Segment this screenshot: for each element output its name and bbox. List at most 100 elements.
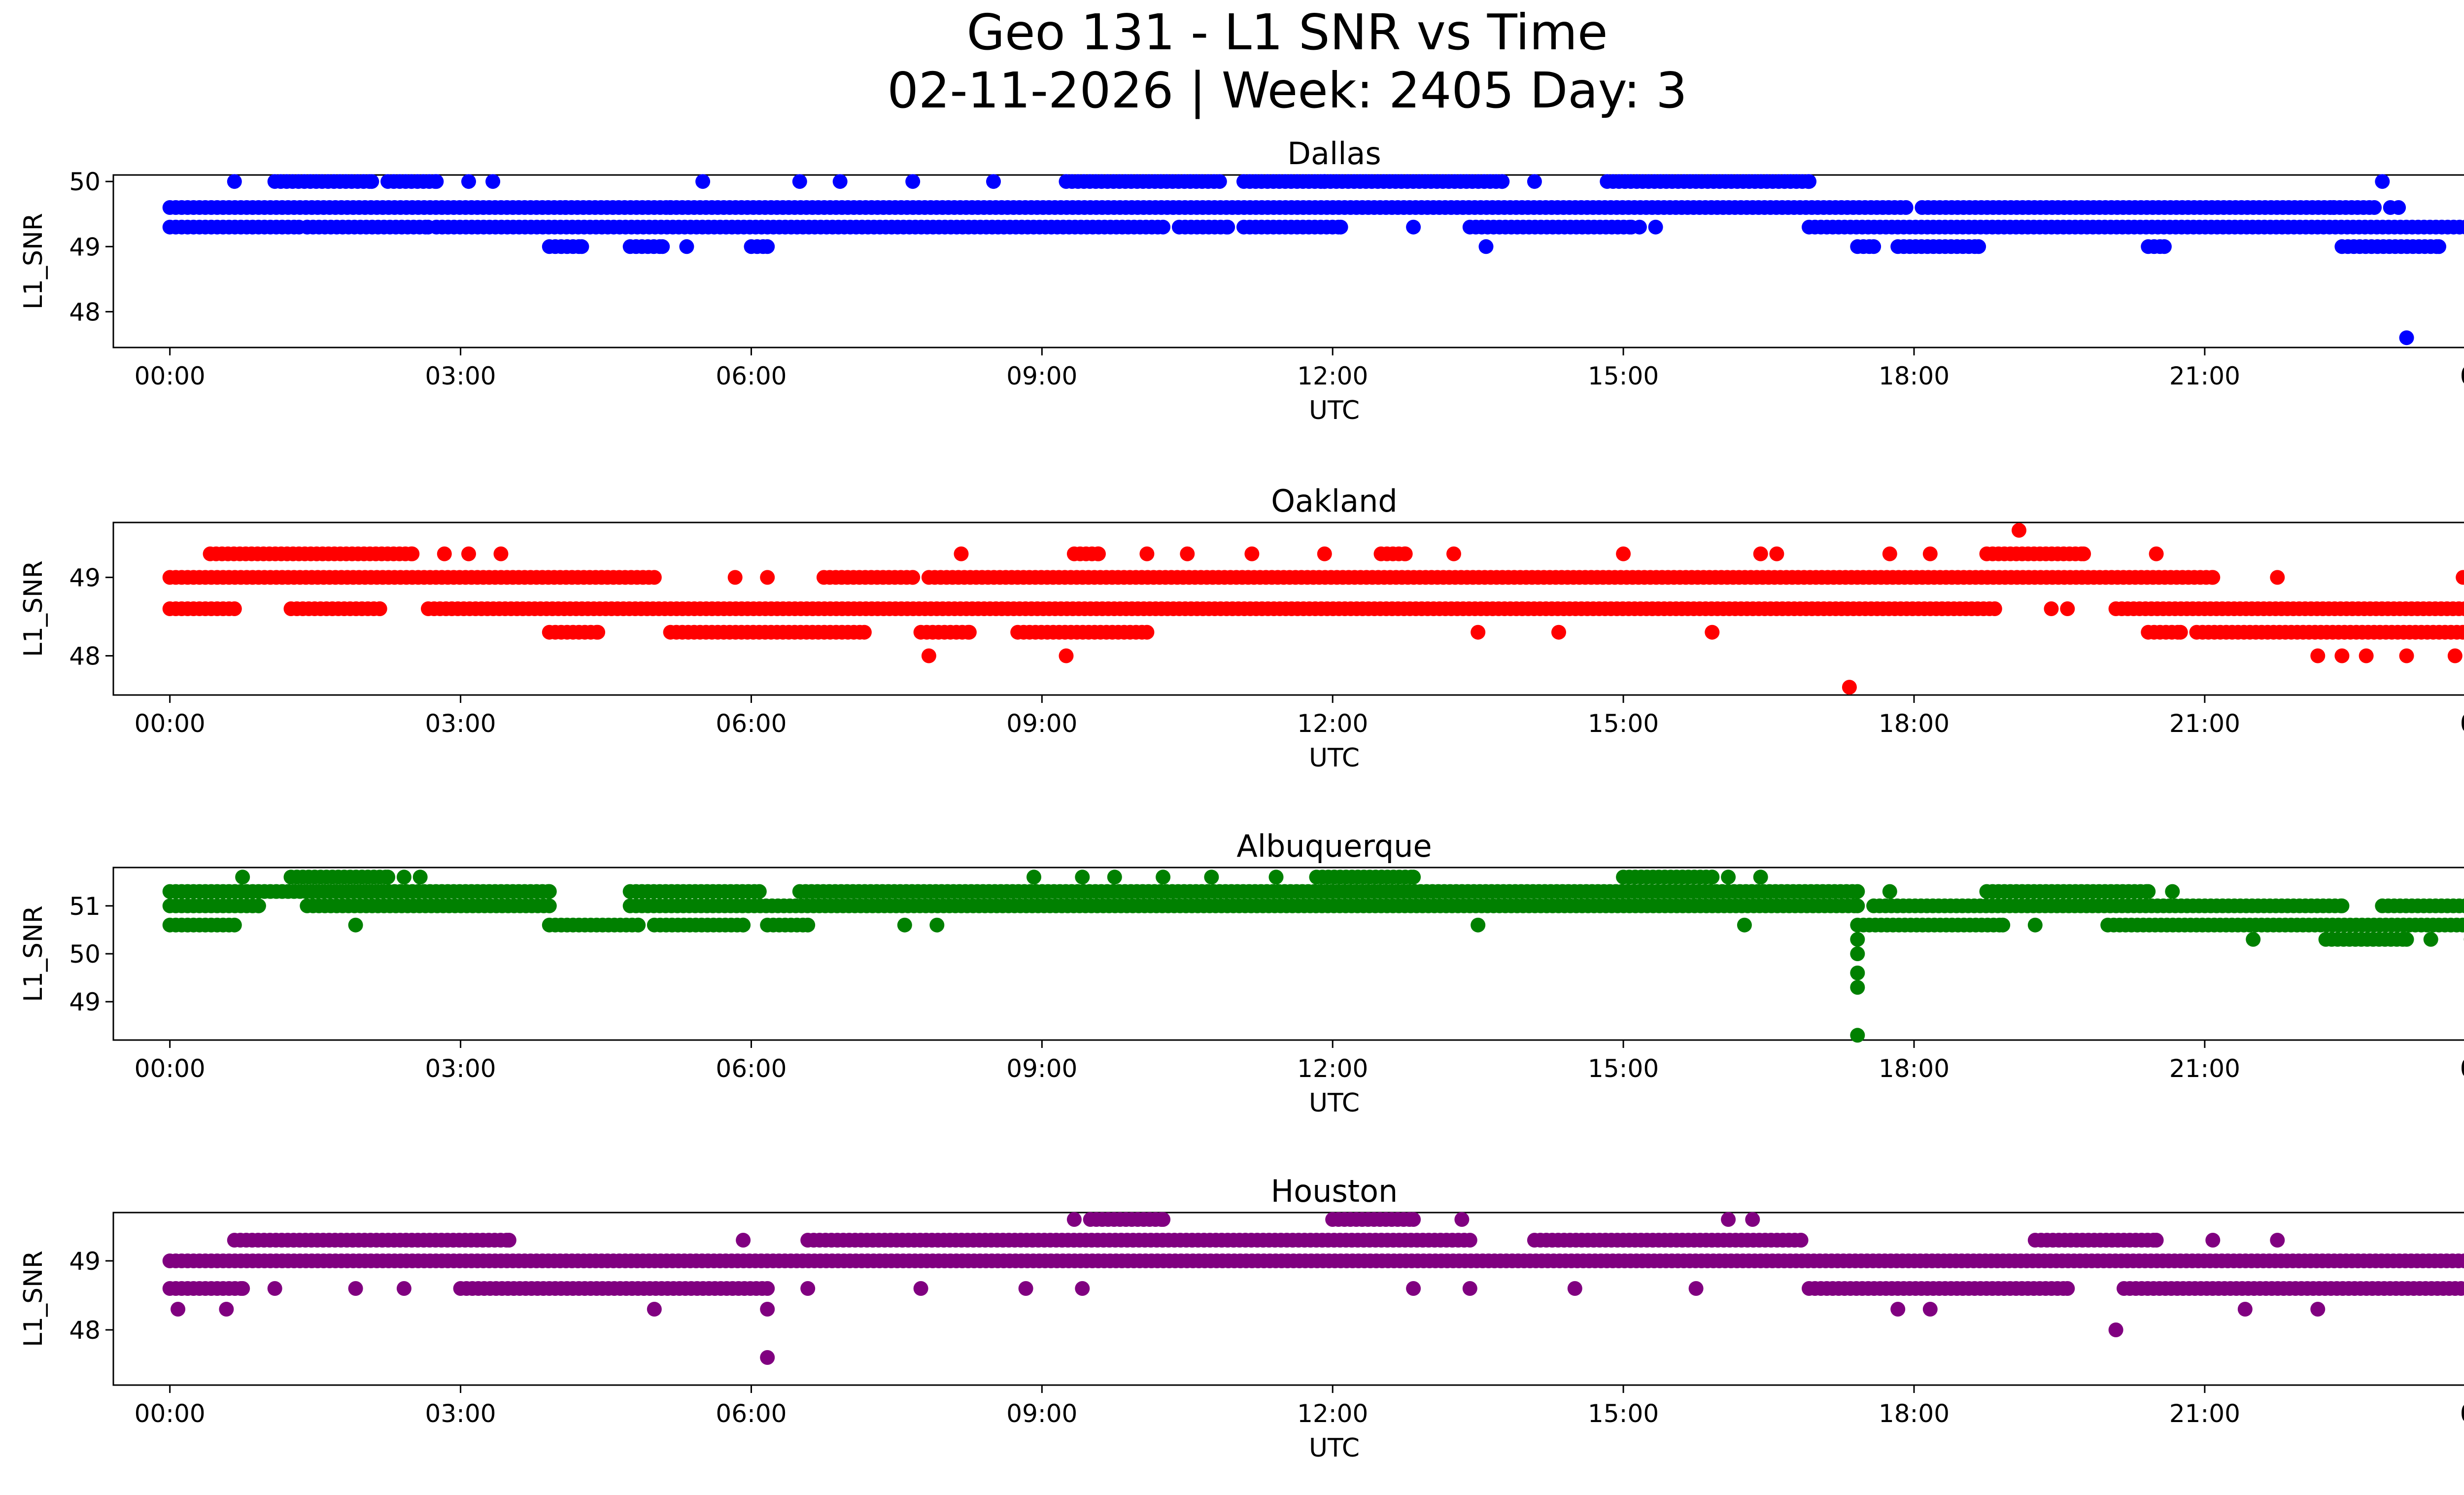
data-point [1333,219,1348,235]
y-tick-label: 48 [69,642,101,670]
x-tick-label: 00:00 [135,1399,205,1428]
data-point [1616,546,1631,561]
y-tick-label: 49 [69,988,101,1016]
data-point [1567,1281,1582,1296]
data-point [501,1233,516,1248]
data-point [986,174,1001,189]
data-point [905,570,921,585]
data-point [1075,869,1090,885]
data-point [1987,601,2002,616]
data-point [1406,219,1421,235]
data-point [2310,1302,2326,1317]
data-point [1850,980,1865,995]
data-point [1406,1281,1421,1296]
data-point [380,869,396,885]
data-point [2060,601,2075,616]
data-point [1075,1281,1090,1296]
x-tick-label: 00:00 [135,362,205,390]
panel-albuquerque: Albuquerque 00:00 03:00 06:00 09:00 12:00 15:0… [19,828,2464,1118]
data-point [760,239,775,254]
data-point [631,917,646,933]
data-point [1850,1028,1865,1043]
x-tick-label: 03:00 [425,362,496,390]
x-tick-label: 18:00 [1879,1399,1950,1428]
x-tick-label: 15:00 [1588,362,1659,390]
data-point [905,174,921,189]
x-tick-label: 12:00 [1297,362,1368,390]
data-point [1527,174,1542,189]
data-point [1850,965,1865,980]
data-point [2165,884,2180,899]
data-point [1059,648,1074,663]
data-point [2205,570,2221,585]
data-point [1842,680,1857,695]
data-point [1406,869,1421,885]
data-point [921,648,936,663]
data-point [929,917,945,933]
data-point [1551,625,1566,640]
data-point [267,1281,282,1296]
x-tick-label: 12:00 [1297,1399,1368,1428]
x-tick-label: 06:00 [716,1399,787,1428]
data-point [647,1302,662,1317]
data-points [162,174,2464,346]
data-point [1156,219,1171,235]
data-point [461,546,476,561]
x-tick-label: 03:00 [425,1399,496,1428]
x-tick-label: 18:00 [1879,362,1950,390]
data-point [2460,1282,2464,1295]
data-point [227,601,242,616]
panel-title: Houston [1271,1173,1398,1209]
x-axis-label: UTC [1309,1433,1360,1463]
x-tick-label: 06:00 [716,1054,787,1083]
data-point [1850,898,1865,913]
data-point [1139,625,1155,640]
data-point [2270,1233,2285,1248]
data-point [2027,917,2043,933]
x-tick-label: 06:00 [716,709,787,738]
data-point [2012,522,2026,538]
data-point [300,219,315,235]
data-points [162,869,2464,1043]
data-point [2359,648,2374,663]
data-point [227,174,242,189]
data-point [1995,917,2011,933]
data-point [800,1281,816,1296]
data-point [2149,1233,2164,1248]
data-point [1139,546,1155,561]
y-tick-label: 50 [69,940,101,969]
data-point [655,239,670,254]
panel-oakland: Oakland 00:00 03:00 06:00 09:00 12:00 15:00 18:… [19,483,2464,773]
data-point [171,1302,186,1317]
data-point [1721,869,1736,885]
data-point [2108,1322,2123,1337]
x-tick-label: 00:00 [135,1054,205,1083]
x-tick-label: 09:00 [1006,362,1077,390]
x-tick-label: 09:00 [1006,709,1077,738]
data-point [1705,869,1720,885]
data-point [695,174,711,189]
data-point [679,239,694,254]
data-point [1156,869,1171,885]
data-point [251,898,266,913]
data-point [1107,869,1122,885]
data-point [800,917,816,933]
data-point [485,174,501,189]
x-tick-label: 21:00 [2169,709,2240,738]
data-point [1462,1233,1477,1248]
data-point [913,1281,928,1296]
data-point [1454,1212,1470,1227]
data-point [1753,546,1768,561]
data-point [954,546,969,561]
data-point [1027,869,1041,885]
data-point [1753,869,1768,885]
data-point [1882,546,1897,561]
data-point [1204,869,1219,885]
x-axis-label: UTC [1309,1088,1360,1118]
data-point [542,898,557,913]
x-tick-label: 00:00 [135,709,205,738]
data-point [1850,884,1865,899]
data-point [364,174,379,189]
data-point [1890,1302,1906,1317]
x-tick-label: 06:00 [716,362,787,390]
